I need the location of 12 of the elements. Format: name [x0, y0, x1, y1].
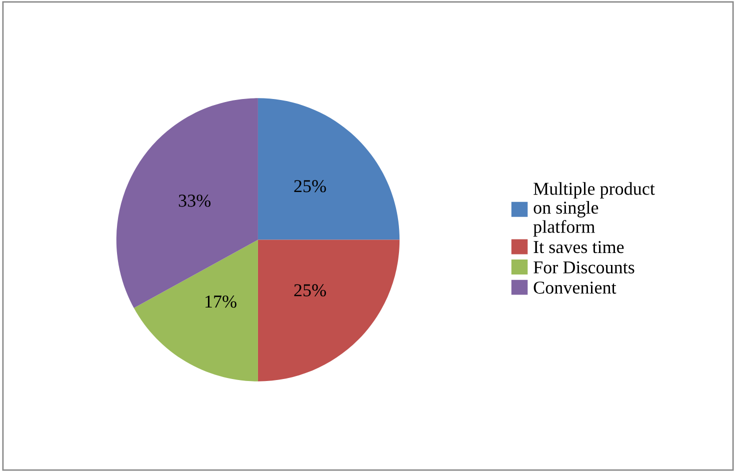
pie-slice	[134, 240, 258, 382]
pie-slice	[258, 98, 400, 240]
pie-slice	[116, 98, 258, 308]
data-label: 25%	[294, 284, 326, 296]
legend-label: Convenient	[534, 282, 616, 294]
pie-slice	[258, 240, 400, 382]
data-label: 33%	[178, 194, 211, 207]
data-label: 17%	[206, 295, 236, 308]
legend-label: It saves time	[534, 241, 624, 254]
legend-label: Multiple product on single platform	[533, 182, 655, 237]
data-label: 25%	[294, 180, 326, 192]
legend-label: For Discounts	[534, 261, 634, 274]
